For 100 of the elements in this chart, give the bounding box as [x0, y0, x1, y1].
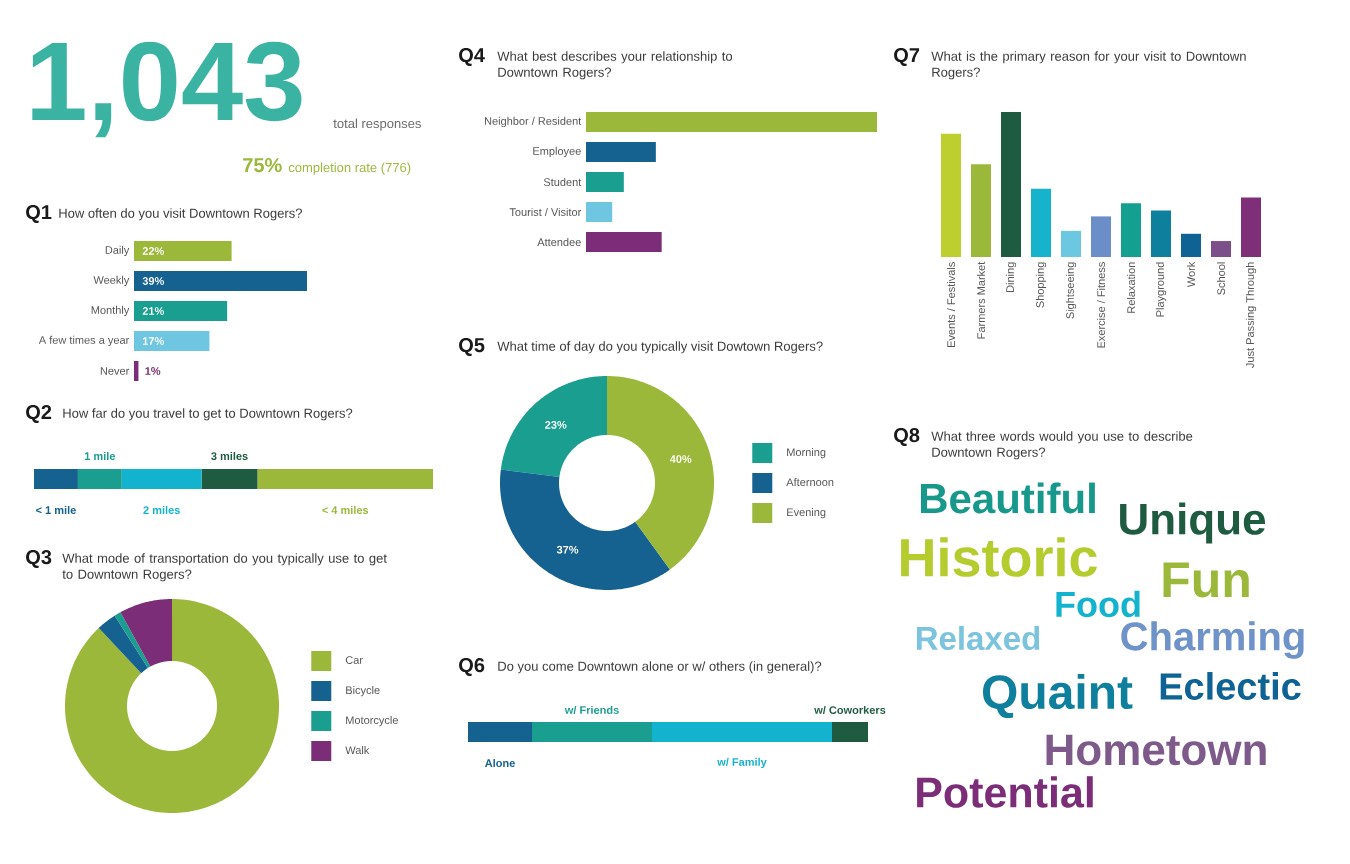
bar: [1241, 197, 1261, 257]
bar: [34, 468, 78, 489]
bar: [1181, 233, 1201, 257]
text: completion rate (776): [288, 162, 411, 175]
series-label: Alone: [485, 758, 515, 768]
y-tick-label: A few times a year: [38, 335, 130, 347]
series-label: < 1 mile: [36, 505, 76, 515]
bar: [586, 111, 878, 132]
bar: [652, 721, 832, 742]
data-label: 22%: [142, 247, 164, 255]
legend-label: Evening: [787, 508, 826, 519]
chart-title: Q6: [459, 658, 485, 676]
bar: [1091, 216, 1112, 257]
x-tick-label: Relaxation: [1126, 262, 1136, 313]
text: Potential: [917, 776, 1093, 808]
bar: [586, 201, 613, 222]
chart-subtitle: How far do you travel to get to Downtown Rogers?: [63, 408, 353, 421]
text: Q8: [894, 428, 920, 446]
text: Beautiful: [920, 482, 1095, 514]
text: Hometown: [1046, 734, 1266, 766]
chart-subtitle: How often do you visit Downtown Rogers?: [59, 208, 302, 221]
bar: [832, 721, 868, 742]
chart-title: Q3: [26, 550, 52, 568]
text: Unique: [1120, 502, 1266, 544]
chart-title: Q7: [894, 48, 920, 66]
data-label: 39%: [142, 277, 164, 285]
chart-subtitle: Do you come Downtown alone or w/ others (in general)?: [498, 661, 822, 674]
legend-label: Motorcycle: [346, 716, 398, 727]
text: What three words would you use to describe Downtown Rogers?: [931, 431, 1193, 460]
bar: [257, 468, 434, 489]
chart-subtitle: What best describes your relationship to Downtown Rogers?: [497, 51, 733, 80]
y-tick-label: Neighbor / Resident: [484, 116, 582, 128]
y-tick-label: Employee: [533, 146, 581, 158]
legend-label: Walk: [345, 746, 370, 755]
data-label: 21%: [142, 307, 164, 315]
y-tick-label: Daily: [105, 245, 130, 257]
text: Food: [1056, 590, 1140, 618]
bar: [586, 171, 624, 192]
legend-label: Afternoon: [786, 478, 834, 487]
bar: [586, 231, 662, 252]
x-tick-label: School: [1216, 262, 1226, 295]
legend-label: Bicycle: [346, 686, 380, 697]
text: Historic: [901, 537, 1097, 577]
y-tick-label: Tourist / Visitor: [509, 207, 582, 217]
bar: [1061, 230, 1081, 257]
x-tick-label: Playground: [1155, 262, 1167, 317]
series-label: < 4 miles: [322, 505, 369, 515]
chart-subtitle: What time of day do you typically visit Dowtown Rogers?: [497, 341, 823, 354]
bar: [121, 468, 202, 489]
series-label: 3 miles: [211, 451, 248, 461]
bar: [1031, 188, 1052, 257]
legend-label: Morning: [787, 448, 826, 459]
bar: [134, 360, 139, 381]
x-tick-label: Farmers Market: [976, 261, 986, 339]
series-label: 2 miles: [143, 505, 180, 515]
series-label: 1 mile: [84, 451, 116, 461]
y-tick-label: Never: [100, 367, 130, 375]
data-label: 17%: [142, 337, 164, 345]
bar: [1211, 241, 1231, 257]
bar: [201, 468, 258, 489]
x-tick-label: Just Passing Through: [1245, 262, 1257, 368]
x-tick-label: Work: [1186, 261, 1196, 288]
chart-title: Q4: [459, 48, 485, 66]
text: 75%: [243, 158, 282, 173]
bar: [1001, 111, 1021, 257]
bar: [134, 270, 308, 291]
y-tick-label: Weekly: [93, 275, 130, 287]
text: Charming: [1121, 621, 1304, 659]
bar: [77, 468, 122, 489]
legend-label: Car: [345, 656, 363, 664]
bar: [532, 721, 653, 742]
chart-subtitle: What mode of transportation do you typically use to get to Downtown Rogers?: [62, 553, 387, 582]
bar: [134, 330, 210, 351]
text: 1,043: [32, 41, 302, 138]
data-label: 37%: [556, 545, 579, 554]
series-label: w/ Friends: [564, 705, 619, 715]
x-tick-label: Dining: [1005, 262, 1017, 292]
y-tick-label: Attendee: [537, 237, 581, 247]
bar: [971, 164, 991, 257]
bar: [468, 721, 533, 742]
chart-title: Q5: [459, 338, 485, 356]
bar: [134, 240, 232, 261]
data-label: 40%: [669, 455, 692, 463]
x-tick-label: Shopping: [1035, 262, 1047, 308]
chart-title: Q2: [26, 405, 52, 423]
bar: [941, 133, 961, 257]
x-tick-label: Events / Festivals: [946, 262, 956, 347]
series-label: w/ Coworkers: [814, 705, 886, 715]
data-label: 23%: [545, 420, 567, 429]
chart-title: Q1: [26, 205, 52, 223]
text: total responses: [333, 118, 421, 131]
bar: [1121, 203, 1141, 257]
bar: [1151, 210, 1171, 257]
chart-subtitle: What is the primary reason for your visit to Downtown Rogers?: [931, 51, 1246, 80]
text: Eclectic: [1160, 672, 1301, 700]
y-tick-label: Student: [543, 177, 582, 187]
x-tick-label: Sightseeing: [1065, 262, 1077, 319]
bar: [586, 141, 656, 162]
text: Quaint: [982, 673, 1133, 719]
text: Fun: [1163, 562, 1249, 598]
